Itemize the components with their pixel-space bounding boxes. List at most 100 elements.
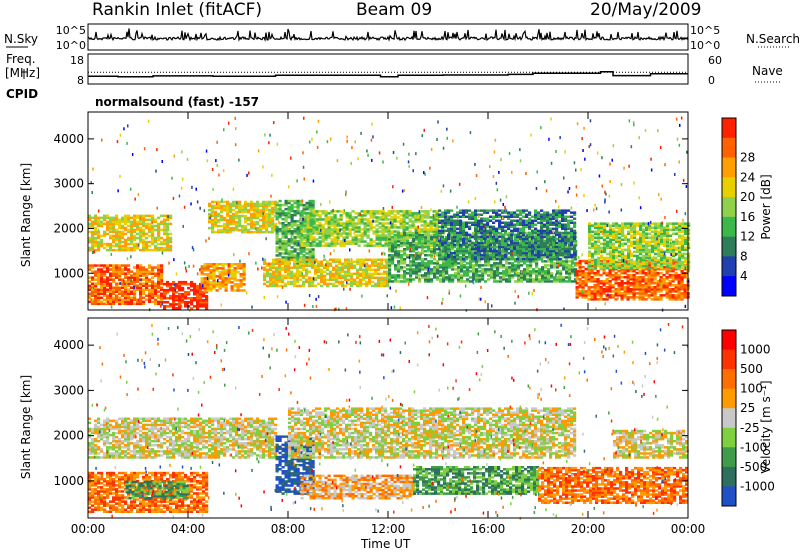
power-cell bbox=[169, 282, 173, 286]
power-cell bbox=[357, 222, 361, 225]
power-cell bbox=[519, 241, 523, 245]
power-cell bbox=[510, 211, 514, 214]
power-cell bbox=[238, 206, 242, 210]
power-cell bbox=[611, 273, 615, 277]
power-cell bbox=[196, 305, 200, 308]
power-cell bbox=[380, 282, 384, 286]
power-cell bbox=[235, 210, 239, 214]
power-cell bbox=[537, 211, 541, 214]
power-cell bbox=[151, 296, 155, 300]
power-cell bbox=[368, 278, 372, 282]
power-cell bbox=[230, 287, 234, 290]
power-cell bbox=[172, 288, 176, 292]
power-cell bbox=[468, 233, 472, 237]
power-cell bbox=[214, 214, 218, 218]
power-cell bbox=[103, 286, 107, 289]
power-cell bbox=[160, 242, 164, 246]
power-cell bbox=[323, 282, 327, 286]
power-cell bbox=[284, 282, 288, 286]
power-cell bbox=[215, 281, 219, 284]
power-cell bbox=[478, 274, 482, 277]
power-cell bbox=[136, 272, 140, 275]
power-cell bbox=[151, 242, 155, 246]
power-cell bbox=[203, 283, 207, 286]
power-cell bbox=[256, 216, 260, 220]
power-cell bbox=[109, 228, 113, 232]
power-cell bbox=[103, 288, 107, 291]
power-cell bbox=[281, 222, 285, 225]
power-cell bbox=[172, 282, 176, 286]
power-cell bbox=[166, 226, 170, 230]
power-cell bbox=[281, 228, 285, 231]
power-cell bbox=[306, 236, 310, 239]
power-cell bbox=[172, 293, 176, 296]
power-cell bbox=[133, 248, 137, 252]
power-cell bbox=[480, 249, 484, 253]
power-cell bbox=[229, 202, 233, 206]
power-cell bbox=[169, 232, 173, 236]
power-cell bbox=[235, 204, 239, 208]
power-cell bbox=[411, 220, 415, 223]
noise-right-ytick: 10^0 bbox=[690, 39, 720, 52]
power-cell bbox=[209, 283, 213, 286]
power-cell bbox=[196, 295, 200, 298]
power-cell bbox=[408, 210, 412, 213]
power-cell bbox=[250, 230, 254, 234]
power-cell bbox=[347, 282, 351, 286]
power-cell bbox=[522, 209, 526, 212]
power-cell bbox=[265, 228, 269, 232]
power-cell bbox=[157, 246, 161, 250]
power-cell bbox=[299, 228, 303, 231]
power-cell bbox=[166, 240, 170, 244]
power-cell bbox=[510, 219, 514, 222]
power-cell bbox=[444, 241, 448, 245]
power-cell bbox=[287, 276, 291, 280]
power-cell bbox=[480, 245, 484, 249]
power-cell bbox=[339, 210, 343, 213]
power-cell bbox=[223, 208, 227, 212]
power-cell bbox=[284, 260, 288, 263]
power-cell bbox=[103, 294, 107, 297]
power-cell bbox=[220, 204, 224, 208]
power-cell bbox=[236, 283, 240, 286]
power-cell bbox=[275, 207, 279, 211]
power-cell bbox=[329, 270, 333, 274]
power-cell bbox=[353, 272, 357, 276]
power-cell bbox=[359, 260, 363, 263]
power-cell bbox=[169, 244, 173, 248]
power-cell bbox=[94, 296, 98, 300]
power-cell bbox=[468, 249, 472, 253]
power-cell bbox=[293, 201, 297, 205]
power-cell bbox=[562, 260, 566, 263]
power-cell bbox=[561, 235, 565, 239]
power-cell bbox=[157, 234, 161, 238]
power-cell bbox=[269, 278, 273, 282]
power-cell bbox=[447, 253, 451, 257]
power-cell bbox=[333, 216, 337, 219]
power-cell bbox=[232, 204, 236, 208]
power-cell bbox=[244, 206, 248, 210]
power-cell bbox=[302, 246, 306, 249]
power-cell bbox=[448, 274, 452, 277]
power-cell bbox=[94, 216, 98, 220]
power-cell bbox=[148, 240, 152, 244]
power-cell bbox=[400, 254, 404, 257]
power-cell bbox=[121, 302, 125, 306]
power-cell bbox=[345, 224, 349, 227]
power-cell bbox=[356, 280, 360, 284]
power-cell bbox=[91, 242, 95, 246]
power-cell bbox=[187, 297, 191, 300]
power-cell bbox=[232, 226, 236, 230]
power-cell bbox=[217, 224, 221, 228]
power-cell bbox=[347, 266, 351, 269]
power-cell bbox=[351, 222, 355, 225]
power-cell bbox=[94, 286, 98, 289]
power-cell bbox=[253, 212, 257, 216]
power-cell bbox=[483, 245, 487, 249]
power-cell bbox=[547, 264, 551, 267]
power-cell bbox=[570, 215, 574, 218]
power-cell bbox=[350, 278, 354, 282]
power-cell bbox=[605, 278, 609, 281]
power-cell bbox=[380, 272, 384, 276]
power-cell bbox=[94, 294, 98, 297]
